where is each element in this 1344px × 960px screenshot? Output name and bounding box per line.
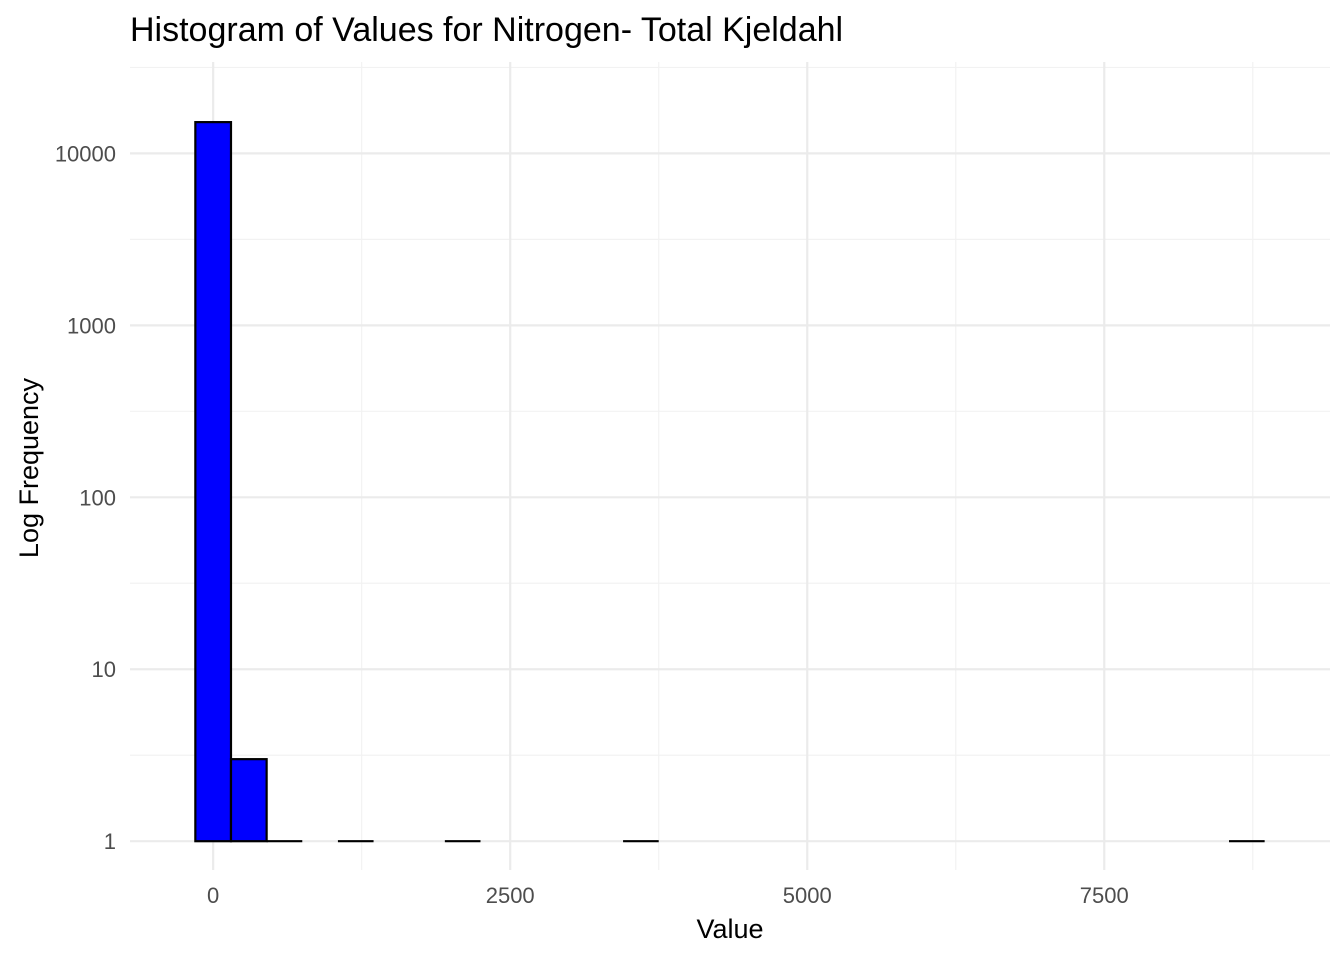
chart-title: Histogram of Values for Nitrogen- Total … [130, 11, 843, 49]
x-tick-label: 5000 [783, 883, 832, 908]
y-axis-ticks: 1 10 100 1000 10000 [55, 141, 116, 854]
x-tick-label: 2500 [486, 883, 535, 908]
y-tick-label: 10 [92, 657, 116, 682]
y-tick-label: 100 [79, 485, 116, 510]
y-tick-label: 10000 [55, 141, 116, 166]
x-tick-label: 0 [207, 883, 219, 908]
y-tick-label: 1000 [67, 313, 116, 338]
x-tick-label: 7500 [1080, 883, 1129, 908]
y-axis-title: Log Frequency [14, 377, 44, 558]
x-axis-ticks: 0 2500 5000 7500 [207, 883, 1129, 908]
histogram-bars [194, 121, 1265, 843]
y-tick-label: 1 [104, 829, 116, 854]
histogram-bar [229, 758, 268, 843]
grid-lines [130, 62, 1330, 870]
x-axis-title: Value [696, 914, 763, 944]
histogram-bar [194, 121, 233, 843]
